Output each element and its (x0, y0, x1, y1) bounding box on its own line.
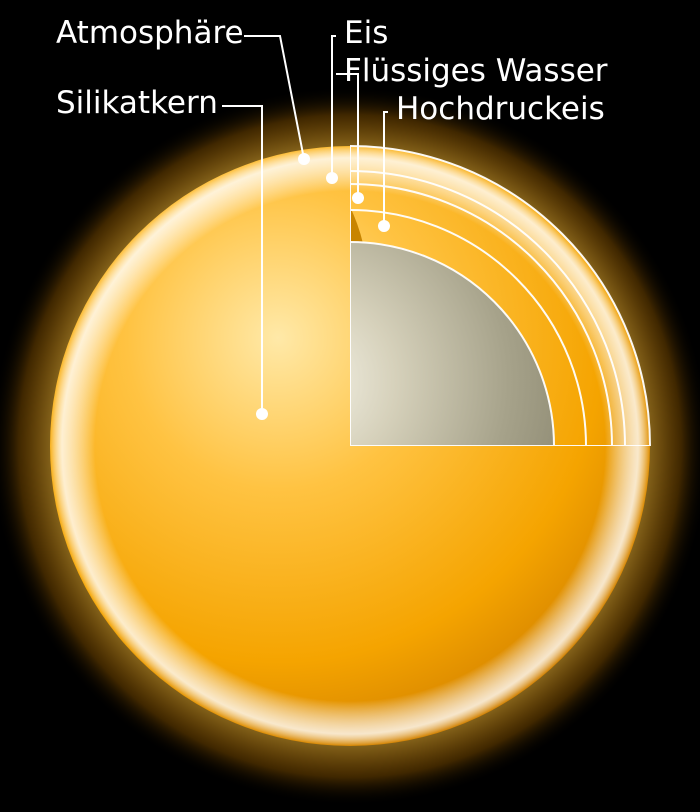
label-core: Silikatkern (56, 86, 218, 120)
label-atmosphere: Atmosphäre (56, 16, 244, 50)
rim-light (50, 146, 650, 746)
planet-cutaway-diagram: Atmosphäre Silikatkern Eis Flüssiges Was… (0, 0, 700, 812)
label-ice: Eis (344, 16, 388, 50)
label-hp-ice: Hochdruckeis (396, 92, 605, 126)
label-water: Flüssiges Wasser (344, 54, 608, 88)
